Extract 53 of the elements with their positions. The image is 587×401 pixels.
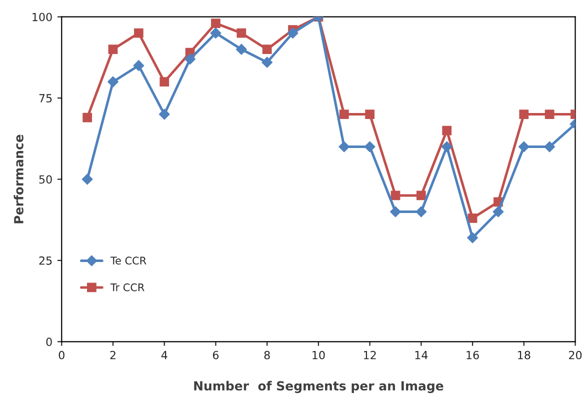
point	[519, 110, 529, 119]
point	[339, 110, 349, 119]
x-tick-label: 16	[466, 350, 479, 360]
y-tick-label: 50	[39, 175, 52, 184]
point	[210, 28, 222, 39]
x-tick-label: 10	[312, 350, 325, 360]
point	[236, 28, 246, 38]
x-axis-title: Number of Segments per an Image	[194, 380, 444, 394]
point	[133, 60, 144, 71]
y-tick-label: 0	[46, 338, 52, 346]
point	[108, 44, 118, 54]
point	[82, 112, 92, 122]
y-tick-label: 75	[39, 94, 52, 102]
legend-label: Te CCR	[110, 256, 146, 265]
point	[262, 44, 272, 54]
point	[338, 141, 350, 152]
point	[416, 206, 427, 218]
point	[158, 108, 170, 120]
point	[492, 206, 504, 218]
point	[441, 141, 452, 152]
point	[442, 126, 452, 136]
x-tick-label: 4	[161, 351, 168, 360]
x-tick-label: 0	[58, 350, 64, 360]
point	[134, 28, 144, 38]
point	[365, 110, 374, 119]
point	[236, 44, 247, 55]
point	[108, 76, 118, 88]
point	[82, 174, 93, 185]
y-tick-label: 100	[32, 12, 52, 22]
point	[518, 141, 530, 152]
point	[544, 110, 554, 119]
x-tick-label: 14	[415, 351, 428, 360]
x-tick-label: 20	[569, 350, 582, 360]
x-tick-label: 12	[364, 350, 376, 360]
point	[416, 190, 426, 200]
x-tick-label: 2	[110, 350, 116, 360]
point	[262, 56, 273, 68]
point	[390, 190, 400, 200]
point	[184, 54, 196, 64]
y-tick-label: 25	[39, 256, 52, 265]
point	[364, 141, 376, 152]
point	[544, 141, 556, 152]
point	[211, 18, 220, 28]
x-tick-label: 8	[264, 350, 270, 360]
y-axis-title: Performance	[14, 134, 24, 224]
legend-label: Tr CCR	[110, 283, 144, 292]
point	[287, 28, 298, 39]
point	[467, 232, 478, 244]
x-tick-label: 6	[212, 350, 219, 360]
point	[160, 77, 170, 86]
point	[390, 206, 401, 218]
point	[468, 214, 478, 223]
x-tick-label: 18	[518, 350, 530, 360]
